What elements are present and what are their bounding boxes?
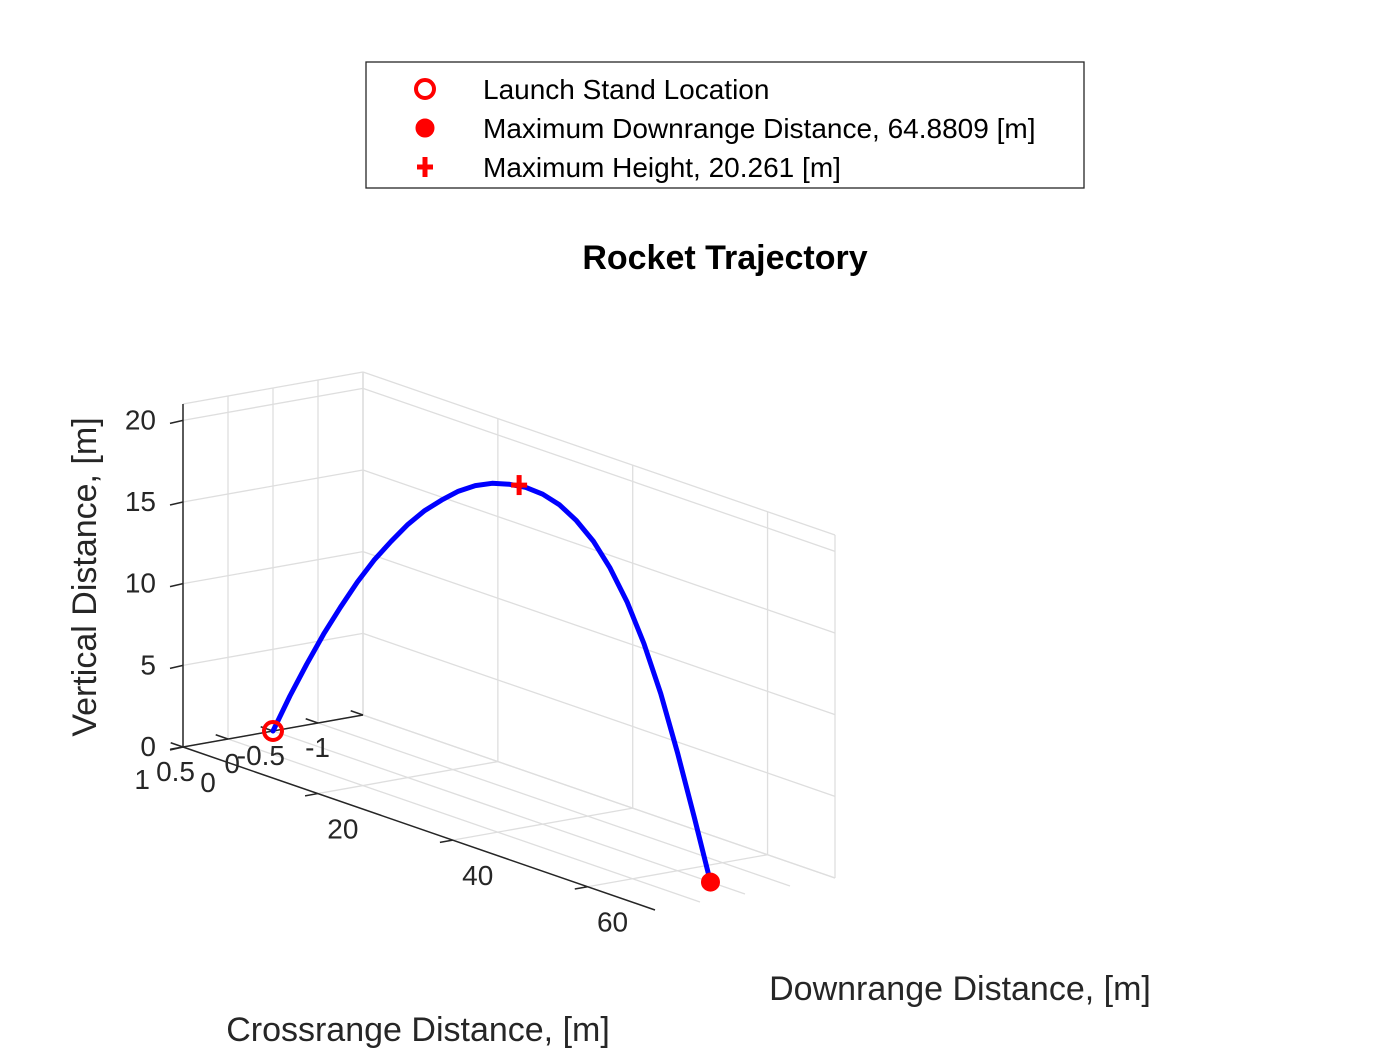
leftwall-gridline-z: [182, 551, 364, 585]
legend-marker-1: [414, 78, 436, 100]
leftwall-gridline-z: [182, 469, 364, 503]
z-tick-label: 10: [125, 568, 156, 599]
backwall-gridline-z: [362, 551, 836, 716]
legend: Launch Stand Location Maximum Downrange D…: [365, 61, 1085, 189]
labels-layer: Rocket Trajectory Downrange Distance, [m…: [66, 239, 1151, 1049]
x-tick: [439, 839, 453, 844]
y-tick: [350, 710, 364, 716]
x-tick-label: 0: [200, 767, 216, 798]
legend-marker-2-shape: [415, 118, 435, 138]
z-tick-label: 15: [125, 486, 156, 517]
z-tick: [169, 582, 184, 588]
z-tick: [169, 746, 184, 751]
legend-marker-1-shape: [414, 78, 436, 100]
trajectory-line: [270, 480, 713, 885]
x-tick-label: 40: [462, 860, 493, 891]
launch-stand-marker-shape: [262, 720, 284, 742]
y-tick-label: 0.5: [156, 756, 195, 787]
box-edge: [362, 371, 836, 536]
x-tick-label: 60: [597, 907, 628, 938]
x-axis-line: [182, 746, 656, 911]
grid-layer: [182, 371, 836, 911]
floor-gridline-y: [272, 730, 746, 895]
backwall-gridline-z: [362, 387, 836, 552]
legend-entry-label: Maximum Downrange Distance, 64.8809 [m]: [483, 113, 1035, 144]
y-tick-label: 0: [224, 748, 240, 779]
x-tick: [574, 885, 588, 890]
y-tick: [215, 734, 229, 740]
y-tick: [170, 742, 184, 748]
y-tick-label: -1: [305, 732, 330, 763]
backwall-gridline-z: [362, 714, 836, 879]
x-axis-label: Downrange Distance, [m]: [769, 970, 1151, 1008]
y-tick: [305, 718, 319, 724]
floor-gridline-y: [317, 722, 791, 887]
launch-stand-marker: [262, 720, 284, 742]
chart-title: Rocket Trajectory: [582, 239, 867, 277]
data-layer: [262, 475, 720, 892]
z-tick-label: 20: [125, 404, 156, 435]
leftwall-gridline-z: [182, 632, 364, 666]
leftwall-gridline-z: [182, 387, 364, 421]
x-tick: [304, 792, 318, 797]
max-height-marker: [511, 475, 528, 496]
y-tick-label: 1: [134, 764, 150, 795]
floor-gridline-y: [227, 738, 701, 903]
z-tick: [169, 419, 184, 425]
legend-entry-label: Maximum Height, 20.261 [m]: [483, 152, 841, 183]
legend-entry-label: Launch Stand Location: [483, 74, 769, 105]
z-tick: [169, 501, 184, 506]
backwall-gridline-z: [362, 632, 836, 797]
legend-marker-3: [417, 157, 433, 177]
y-axis-label: Crossrange Distance, [m]: [226, 1011, 610, 1049]
box-edge: [182, 371, 364, 405]
x-tick-label: 20: [327, 814, 358, 845]
z-tick-label: 0: [140, 731, 156, 762]
max-downrange-marker-shape: [700, 872, 720, 892]
max-downrange-marker: [700, 872, 720, 892]
axes-layer: [169, 404, 656, 911]
legend-marker-2: [415, 118, 435, 138]
z-tick: [169, 664, 184, 670]
y-tick-label: -0.5: [237, 740, 285, 771]
z-tick-label: 5: [140, 649, 156, 680]
legend-box: [365, 61, 1085, 189]
z-axis-label: Vertical Distance, [m]: [66, 417, 104, 736]
